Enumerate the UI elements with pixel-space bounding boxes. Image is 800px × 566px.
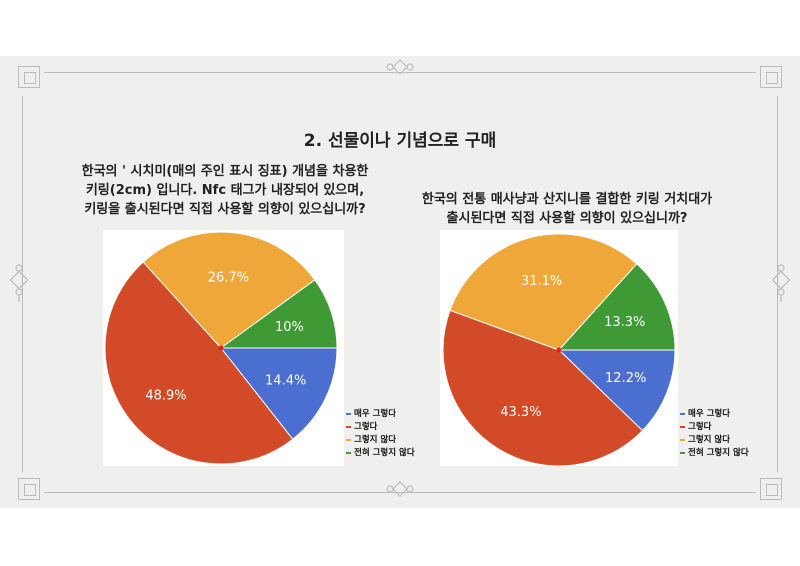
legend-swatch bbox=[346, 425, 351, 428]
knot-ornament-left-icon bbox=[8, 262, 30, 304]
pie-slice-0-3 bbox=[219, 279, 338, 349]
question-left-line-1: 한국의 ' 시치미(매의 주인 표시 징표) 개념을 차용한 bbox=[81, 164, 369, 179]
pie-chart-left-svg: 14.4% 48.9% 26.7% 10% bbox=[104, 231, 338, 465]
pie-label-0-1: 48.9% bbox=[145, 388, 186, 403]
legend-item-1-3: 전혀 그렇지 않다 bbox=[680, 447, 749, 460]
legend-label: 그렇다 bbox=[354, 422, 378, 432]
question-right-line-2: 출시된다면 직접 사용할 의향이 있으십니까? bbox=[446, 211, 688, 226]
frame-right-line bbox=[777, 96, 778, 472]
pie-center-dot-1 bbox=[556, 347, 562, 353]
corner-ornament-top-left bbox=[18, 66, 40, 88]
legend-swatch bbox=[346, 451, 351, 454]
question-right: 한국의 전통 매사냥과 산지니를 결합한 키링 거치대가 출시된다면 직접 사용… bbox=[392, 190, 742, 228]
pie-label-0-0: 14.4% bbox=[265, 373, 306, 388]
legend-swatch bbox=[680, 451, 685, 454]
pie-slice-1-0 bbox=[557, 349, 676, 432]
slide-title: 2. 선물이나 기념으로 구매 bbox=[303, 131, 497, 151]
legend-item-1-2: 그렇지 않다 bbox=[680, 434, 749, 447]
pie-label-1-0: 12.2% bbox=[605, 371, 646, 386]
pie-label-1-3: 13.3% bbox=[604, 315, 645, 330]
question-left-line-3: 키링을 출시된다면 직접 사용할 의향이 있으십니까? bbox=[84, 202, 366, 217]
question-left: 한국의 ' 시치미(매의 주인 표시 징표) 개념을 차용한 키링(2cm) 입… bbox=[50, 162, 400, 219]
pie-center-dot-0 bbox=[218, 345, 224, 351]
pie-slice-1-1 bbox=[442, 309, 644, 466]
legend-swatch bbox=[346, 412, 351, 415]
legend-item-0-2: 그렇지 않다 bbox=[346, 434, 415, 447]
frame-left-line bbox=[22, 96, 23, 472]
pie-slice-1-3 bbox=[557, 263, 676, 351]
legend-item-1-0: 매우 그렇다 bbox=[680, 408, 749, 421]
corner-ornament-bottom-left bbox=[18, 478, 40, 500]
question-left-line-2: 키링(2cm) 입니다. Nfc 태그가 내장되어 있으며, bbox=[85, 183, 365, 198]
legend-label: 매우 그렇다 bbox=[688, 409, 731, 419]
legend-label: 전혀 그렇지 않다 bbox=[354, 448, 415, 458]
pie-slice-0-2 bbox=[142, 231, 316, 349]
pie-chart-right-svg: 12.2% 43.3% 31.1% 13.3% bbox=[442, 233, 676, 466]
pie-label-0-3: 10% bbox=[275, 320, 304, 335]
pie-slice-0-1 bbox=[104, 261, 294, 465]
knot-ornament-right-icon bbox=[770, 262, 792, 304]
legend-item-1-1: 그렇다 bbox=[680, 421, 749, 434]
knot-ornament-bottom-icon bbox=[386, 480, 414, 498]
frame-top-line bbox=[44, 72, 756, 73]
legend-swatch bbox=[346, 438, 351, 441]
legend-label: 전혀 그렇지 않다 bbox=[688, 448, 749, 458]
legend-label: 그렇다 bbox=[688, 422, 712, 432]
pie-chart-right: 12.2% 43.3% 31.1% 13.3% bbox=[440, 230, 678, 466]
pie-label-1-1: 43.3% bbox=[500, 405, 541, 420]
legend-label: 매우 그렇다 bbox=[354, 409, 397, 419]
frame-bottom-line bbox=[44, 492, 756, 493]
legend-swatch bbox=[680, 425, 685, 428]
legend-item-0-0: 매우 그렇다 bbox=[346, 408, 415, 421]
legend-swatch bbox=[680, 438, 685, 441]
pie-chart-left: 14.4% 48.9% 26.7% 10% bbox=[103, 230, 344, 466]
knot-ornament-top-icon bbox=[386, 58, 414, 76]
corner-ornament-bottom-right bbox=[760, 478, 782, 500]
legend-label: 그렇지 않다 bbox=[354, 435, 397, 445]
question-right-line-1: 한국의 전통 매사냥과 산지니를 결합한 키링 거치대가 bbox=[421, 192, 713, 207]
corner-ornament-top-right bbox=[760, 66, 782, 88]
legend-item-0-1: 그렇다 bbox=[346, 421, 415, 434]
pie-label-0-2: 26.7% bbox=[208, 270, 249, 285]
pie-slice-0-0 bbox=[219, 347, 338, 440]
legend-item-0-3: 전혀 그렇지 않다 bbox=[346, 447, 415, 460]
legend-label: 그렇지 않다 bbox=[688, 435, 731, 445]
legend-swatch bbox=[680, 412, 685, 415]
pie-slice-1-2 bbox=[449, 233, 638, 351]
pie-label-1-2: 31.1% bbox=[521, 274, 562, 289]
